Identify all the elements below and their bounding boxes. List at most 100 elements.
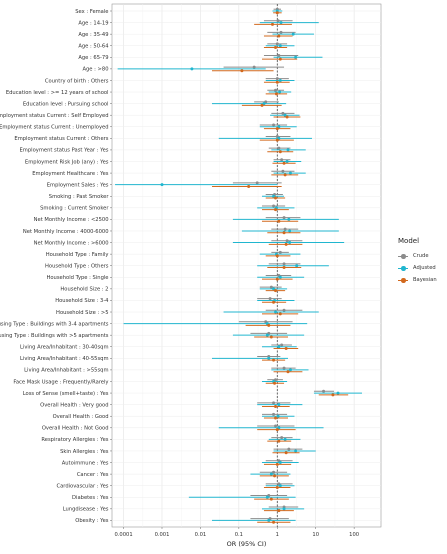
x-tick-label: 0.001 [155, 532, 170, 538]
point-estimate [269, 472, 273, 476]
y-tick-label: Education level : Pursuing school [23, 101, 109, 107]
point-estimate [275, 485, 279, 489]
y-tick-label: Age : >80 [82, 67, 108, 73]
y-tick-label: Overall Health : Not Good [42, 426, 109, 432]
y-tick-label: Living Area/Inhabitant : 40-55sqm [20, 356, 108, 362]
point-estimate [272, 300, 276, 304]
point-estimate [247, 184, 251, 188]
y-tick-label: Loss of Sense (smell+taste) : Yes [23, 391, 109, 397]
point-estimate [275, 11, 279, 15]
y-tick-label: Diabetes : Yes [72, 495, 109, 501]
point-estimate [279, 21, 283, 25]
point-estimate [272, 401, 276, 405]
point-estimate [160, 183, 164, 187]
point-estimate [278, 461, 282, 465]
y-tick-label: Net Monthly Income : >6000 [34, 240, 109, 246]
y-tick-label: Living Area/Inhabitant : 30-40sqm [20, 345, 108, 351]
y-tick-label: Housing Type : Buildings with 3-4 apartm… [0, 321, 109, 327]
legend-item: Bayesian [396, 274, 447, 286]
x-tick-label: 100 [349, 532, 359, 538]
point-estimate [278, 44, 282, 48]
point-estimate [277, 146, 281, 150]
point-estimate [262, 102, 266, 106]
legend-item: Crude [396, 250, 447, 262]
point-estimate [277, 439, 281, 443]
y-tick-label: Autoimmune : Yes [62, 460, 109, 466]
legend-label: Adjusted [413, 265, 436, 271]
point-estimate [288, 171, 292, 175]
x-axis-label: OR (95% CI) [227, 540, 267, 548]
y-tick-label: Obesity : Yes [75, 518, 109, 524]
point-estimate [265, 333, 269, 337]
y-tick-label: Age : 14-19 [78, 20, 108, 26]
point-estimate [274, 424, 278, 428]
point-estimate [284, 451, 288, 455]
point-estimate [278, 312, 282, 316]
point-estimate [282, 262, 286, 266]
point-estimate [270, 22, 274, 26]
point-estimate [282, 366, 286, 370]
x-axis: 0.0001 0.001 0.01 0.1 1 10 100 [114, 527, 359, 538]
point-estimate [274, 208, 278, 212]
point-estimate [273, 381, 277, 385]
point-estimate [286, 148, 290, 152]
point-estimate [269, 335, 273, 339]
point-estimate [285, 239, 289, 243]
y-tick-label: Age : 65-79 [78, 55, 108, 61]
point-estimate [278, 484, 282, 488]
point-estimate [287, 217, 291, 221]
y-tick-label: Employment Sales : Yes [47, 182, 109, 188]
point-estimate [274, 46, 278, 50]
point-estimate [267, 518, 271, 522]
legend-key [396, 275, 410, 285]
y-tick-label: Employment Healthcare : Yes [32, 171, 109, 177]
point-estimate [269, 497, 273, 501]
point-estimate [282, 161, 286, 165]
legend: Model Crude Adjusted Bayesian [396, 237, 447, 286]
point-estimate [269, 285, 273, 289]
point-estimate [282, 507, 286, 511]
point-estimate [274, 92, 278, 96]
legend-item: Adjusted [396, 262, 447, 274]
point-estimate [275, 428, 279, 432]
point-estimate [322, 389, 326, 393]
point-estimate [274, 416, 278, 420]
point-estimate [283, 437, 287, 441]
point-estimate [279, 30, 283, 34]
y-tick-label: Employment status Current : Unemployed [0, 125, 109, 131]
y-tick-label: Employment status Current : Self Employe… [0, 113, 109, 119]
point-estimate [268, 297, 272, 301]
point-estimate [285, 160, 289, 164]
y-tick-label: Smoking : Past Smoker [49, 194, 110, 200]
point-estimate [284, 242, 288, 246]
point-estimate [283, 113, 287, 117]
y-tick-label: Cardiovascular : Yes [56, 483, 108, 489]
point-estimate [277, 219, 281, 223]
point-estimate [331, 393, 335, 397]
y-tick-label: Overall Health : Good [53, 414, 109, 420]
y-tick-label: Employment status Current : Others [14, 136, 108, 142]
y-tick-label: Country of birth : Others [45, 78, 109, 84]
y-tick-label: Housing Type : Buildings with >5 apartme… [0, 333, 109, 339]
point-estimate [275, 138, 279, 142]
y-tick-label: Overall Health : Very good [40, 402, 108, 408]
point-estimate [281, 169, 285, 173]
point-estimate [274, 289, 278, 293]
point-estimate [275, 42, 279, 46]
series-adjusted [115, 9, 362, 522]
y-tick-label: Respiratory Allergies : Yes [41, 437, 108, 443]
point-estimate [288, 368, 292, 372]
series-bayesian [211, 11, 349, 524]
point-estimate [282, 216, 286, 220]
point-estimate [278, 275, 282, 279]
y-tick-label: Education level : >= 12 years of school [6, 90, 109, 96]
point-estimate [287, 447, 291, 451]
point-estimate [275, 277, 279, 281]
y-tick-label: Household Size : 3-4 [55, 298, 109, 304]
point-estimate [274, 88, 278, 92]
point-estimate [336, 391, 340, 395]
point-estimate [282, 308, 286, 312]
point-estimate [272, 194, 276, 198]
